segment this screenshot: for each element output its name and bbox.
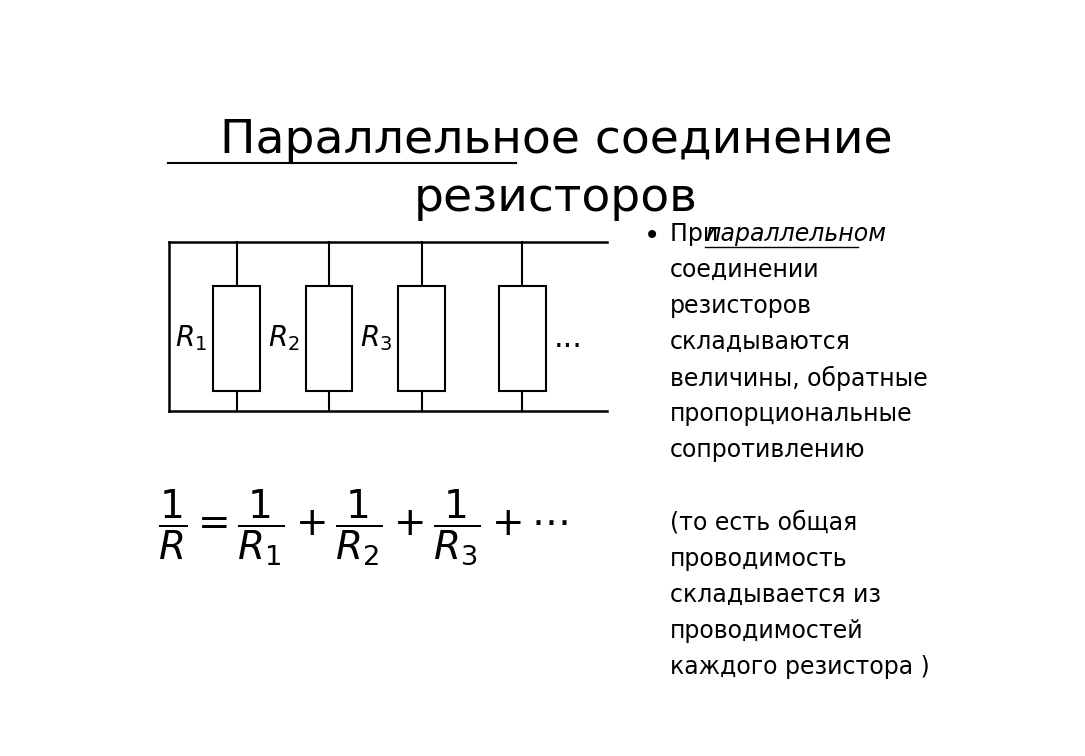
Text: проводимостей: проводимостей — [669, 618, 864, 643]
Text: каждого резистора ): каждого резистора ) — [669, 655, 930, 679]
Text: параллельном: параллельном — [705, 222, 886, 246]
Text: резисторов: резисторов — [669, 294, 812, 318]
Bar — [306, 286, 353, 391]
Text: пропорциональные: пропорциональные — [669, 402, 912, 426]
Text: $R_3$: $R_3$ — [359, 324, 392, 353]
Text: складывается из: складывается из — [669, 583, 881, 606]
Text: соединении: соединении — [669, 258, 819, 282]
Text: $\dfrac{1}{R} = \dfrac{1}{R_1} + \dfrac{1}{R_2} + \dfrac{1}{R_3} + \cdots$: $\dfrac{1}{R} = \dfrac{1}{R_1} + \dfrac{… — [157, 488, 567, 567]
Text: резисторов: резисторов — [414, 176, 698, 221]
Text: сопротивлению: сопротивлению — [669, 438, 865, 462]
Text: ...: ... — [554, 324, 583, 352]
Bar — [214, 286, 259, 391]
Text: складываются: складываются — [669, 330, 851, 354]
Text: $R_1$: $R_1$ — [175, 324, 206, 353]
Text: •: • — [644, 222, 661, 249]
Text: Параллельное соединение: Параллельное соединение — [220, 118, 892, 163]
Bar — [499, 286, 546, 391]
Text: При: При — [669, 222, 726, 246]
Text: величины, обратные: величины, обратные — [669, 366, 928, 391]
Bar — [398, 286, 445, 391]
Text: (то есть общая: (то есть общая — [669, 510, 857, 534]
Text: $R_2$: $R_2$ — [268, 324, 299, 353]
Text: проводимость: проводимость — [669, 547, 847, 571]
